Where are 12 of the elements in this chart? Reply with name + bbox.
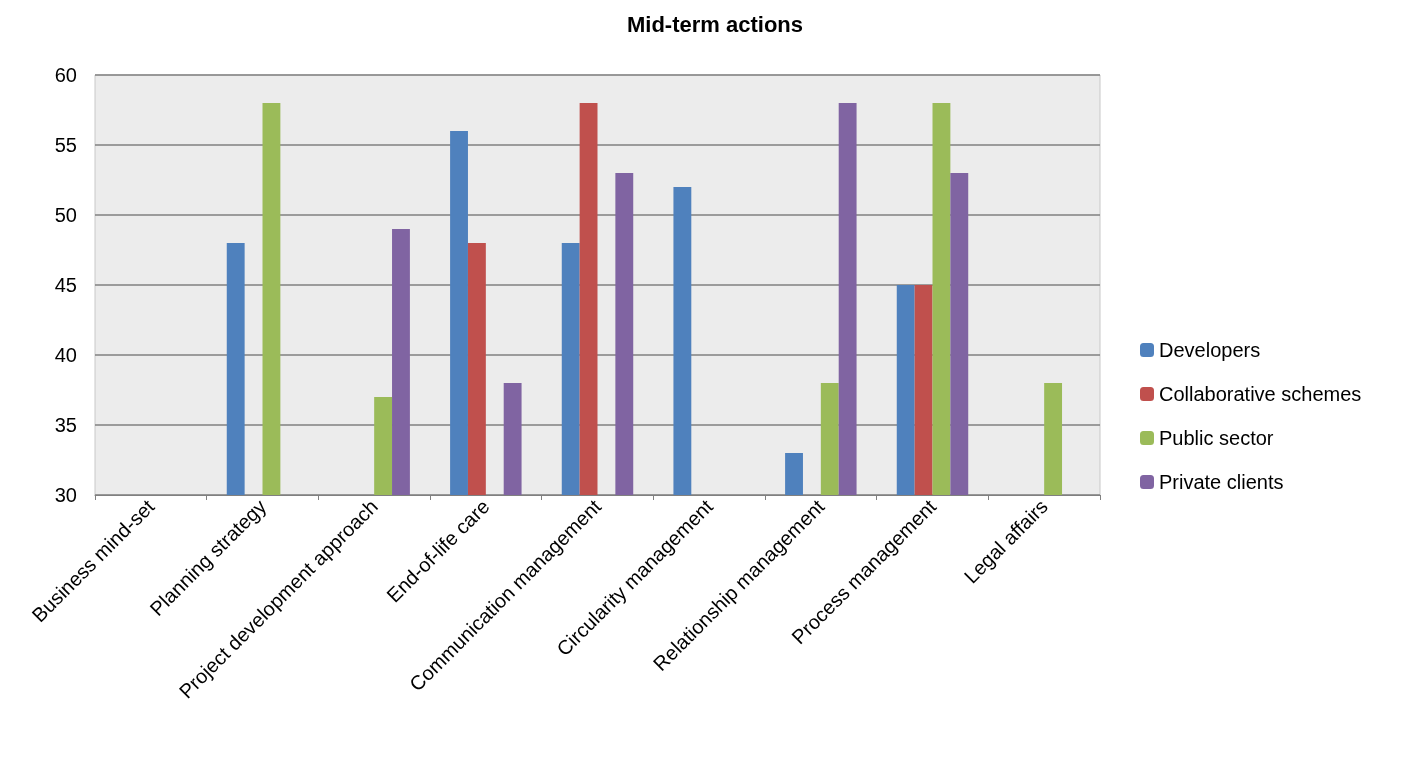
y-tick-label: 55 — [54, 134, 77, 156]
y-tick-label: 30 — [54, 484, 77, 506]
legend-label: Collaborative schemes — [1159, 383, 1362, 405]
legend-label: Developers — [1159, 339, 1261, 361]
chart-title: Mid-term actions — [626, 11, 804, 37]
legend-label: Public sector — [1159, 427, 1274, 449]
y-tick-label: 45 — [54, 274, 77, 296]
y-tick-label: 35 — [54, 414, 77, 436]
y-tick-label: 50 — [54, 204, 77, 226]
legend-label: Private clients — [1159, 471, 1284, 493]
y-tick-label: 40 — [54, 344, 77, 366]
y-tick-label: 60 — [54, 64, 77, 86]
